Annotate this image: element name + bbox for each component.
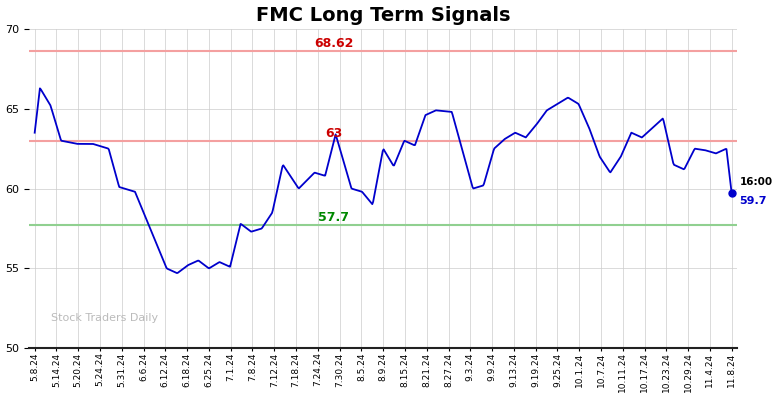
Text: 68.62: 68.62 xyxy=(314,37,354,50)
Text: 16:00: 16:00 xyxy=(739,177,773,187)
Text: Stock Traders Daily: Stock Traders Daily xyxy=(51,313,158,323)
Text: 57.7: 57.7 xyxy=(318,211,349,224)
Text: 63: 63 xyxy=(325,127,343,140)
Text: 59.7: 59.7 xyxy=(739,196,767,206)
Title: FMC Long Term Signals: FMC Long Term Signals xyxy=(256,6,510,25)
